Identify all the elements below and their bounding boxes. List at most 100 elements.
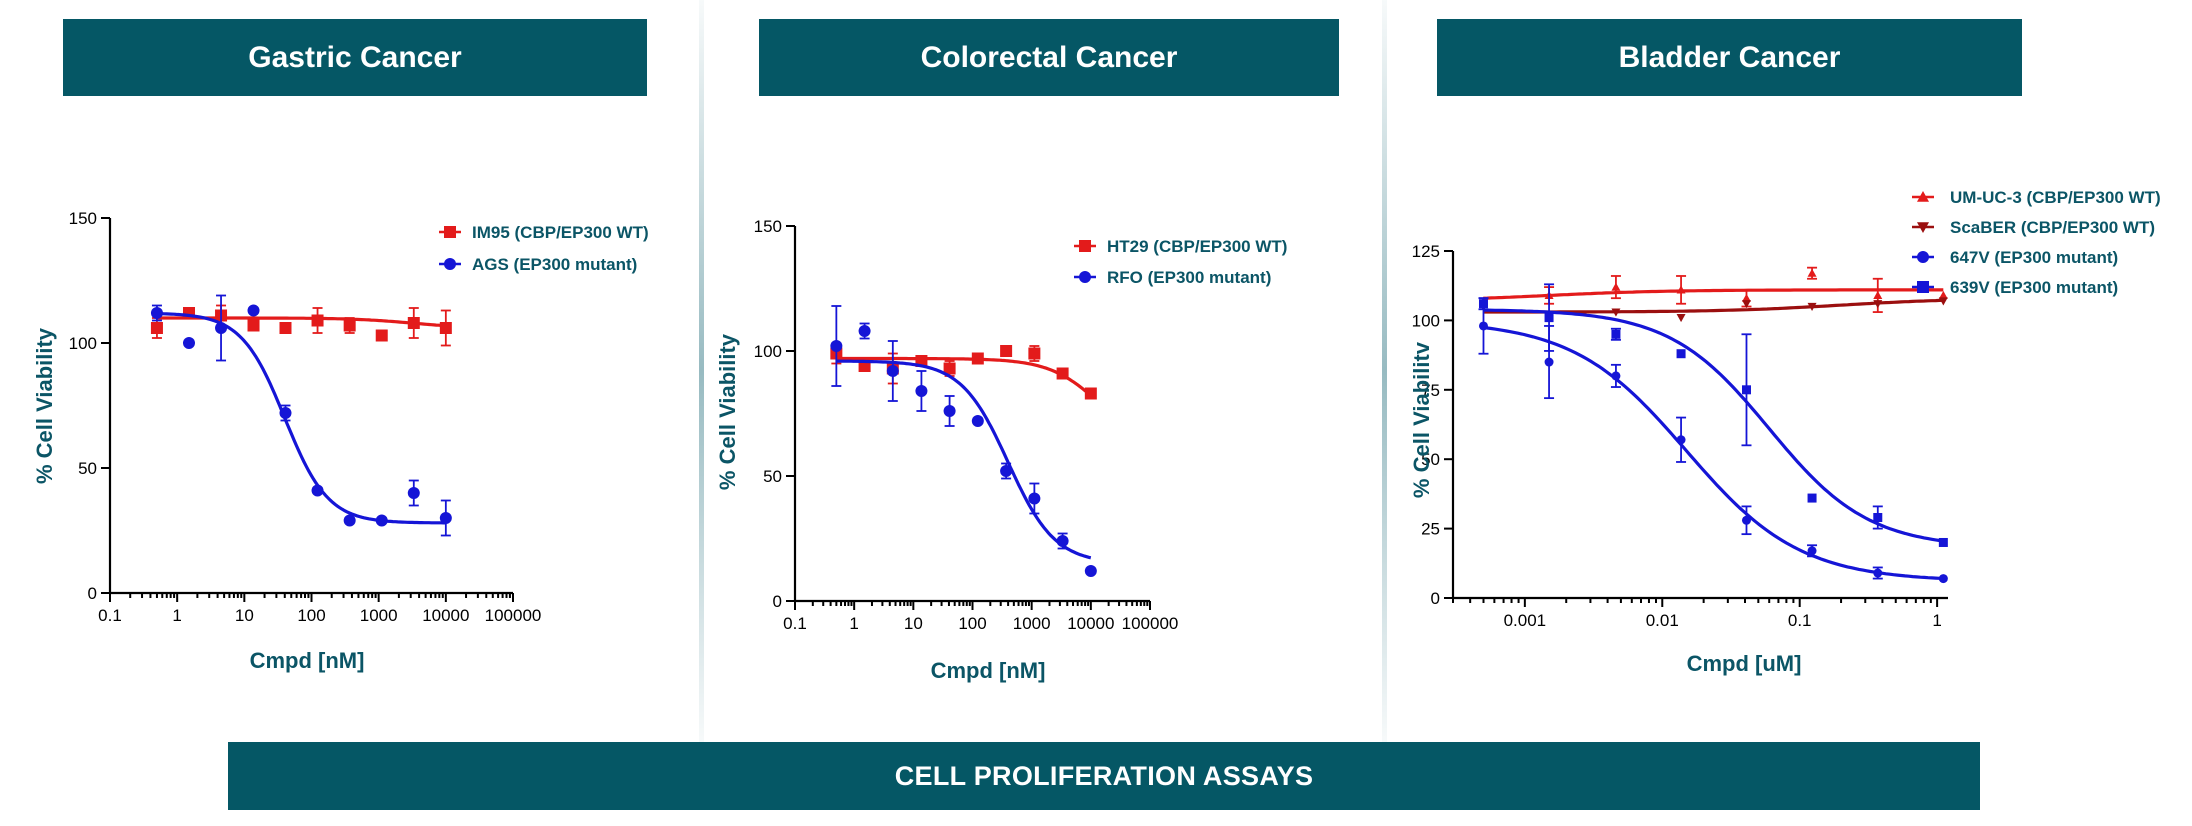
series-1: AGS (EP300 mutant) (150, 255, 637, 537)
data-point (1676, 285, 1686, 294)
data-point (150, 322, 163, 334)
data-point (375, 329, 388, 342)
data-point (343, 514, 356, 527)
series-0: UM-UC-3 (CBP/EP300 WT) (1478, 188, 2161, 313)
data-point (1056, 367, 1069, 380)
data-point (1938, 290, 1948, 300)
y-tick-label: 125 (1412, 242, 1440, 261)
data-point (1873, 568, 1883, 578)
data-point (1741, 385, 1751, 395)
data-point (1807, 546, 1817, 556)
footer-banner: CELL PROLIFERATION ASSAYS (228, 742, 1980, 810)
data-point (1741, 293, 1751, 302)
data-point (1478, 299, 1488, 309)
data-point (1807, 268, 1817, 277)
data-point (1741, 300, 1751, 309)
data-point (1676, 349, 1686, 359)
panel-divider-1 (699, 0, 704, 742)
data-point (1000, 465, 1013, 477)
data-point (182, 337, 195, 349)
x-axis-title: Cmpd [nM] (250, 648, 365, 673)
gastric-title-banner: Gastric Cancer (63, 19, 647, 96)
legend-label: AGS (EP300 mutant) (472, 255, 637, 274)
data-point (1544, 357, 1554, 367)
legend-label: 647V (EP300 mutant) (1950, 248, 2118, 267)
data-point (247, 304, 260, 317)
y-tick-label: 50 (78, 459, 97, 478)
legend-label: UM-UC-3 (CBP/EP300 WT) (1950, 188, 2161, 207)
data-point (407, 487, 420, 499)
y-tick-label: 100 (1412, 311, 1440, 330)
data-point (886, 365, 899, 377)
data-point (215, 322, 228, 334)
legend-label: ScaBER (CBP/EP300 WT) (1950, 218, 2155, 237)
data-point (343, 319, 356, 332)
data-point (150, 307, 163, 319)
fit-curve (156, 312, 446, 525)
data-point (1807, 493, 1817, 503)
x-tick-label: 100000 (485, 606, 542, 625)
x-tick-label: 0.01 (1646, 611, 1679, 630)
data-point (971, 415, 984, 427)
data-point (1084, 387, 1097, 400)
panel-divider-2 (1382, 0, 1387, 742)
series-0: IM95 (CBP/EP300 WT) (150, 223, 649, 347)
y-tick-label: 0 (88, 584, 97, 603)
legend-marker (444, 226, 456, 238)
data-point (1676, 314, 1686, 323)
y-tick-label: 75 (1421, 381, 1440, 400)
x-tick-label: 0.1 (98, 606, 122, 625)
y-tick-label: 0 (773, 592, 782, 611)
data-point (1028, 347, 1041, 360)
y-tick-label: 100 (754, 342, 782, 361)
x-tick-label: 10000 (1067, 614, 1114, 633)
y-tick-label: 25 (1421, 520, 1440, 539)
legend-marker (1917, 222, 1929, 233)
data-point (247, 319, 260, 332)
data-point (830, 340, 843, 352)
x-axis-title: Cmpd [nM] (931, 658, 1046, 683)
data-point (1741, 515, 1751, 525)
data-point (943, 405, 956, 417)
data-point (311, 314, 324, 327)
data-point (1807, 302, 1817, 312)
data-point (1028, 492, 1041, 505)
series-3: 639V (EP300 mutant) (1478, 278, 2118, 547)
legend-marker (1917, 251, 1929, 263)
legend-marker (1917, 191, 1929, 202)
y-tick-label: 150 (69, 209, 97, 228)
x-tick-label: 1 (172, 606, 181, 625)
y-axis-title: % Cell Viabilitv (1409, 341, 1434, 498)
x-tick-label: 100000 (1122, 614, 1179, 633)
y-tick-label: 0 (1431, 589, 1440, 608)
y-axis-title: % Cell Viability (32, 327, 57, 484)
x-tick-label: 0.1 (783, 614, 807, 633)
data-point (375, 514, 388, 527)
data-point (943, 362, 956, 375)
legend-label: RFO (EP300 mutant) (1107, 268, 1271, 287)
legend-label: IM95 (CBP/EP300 WT) (472, 223, 649, 242)
x-tick-label: 100 (958, 614, 986, 633)
x-tick-label: 1000 (360, 606, 398, 625)
data-point (311, 484, 324, 497)
data-point (1611, 282, 1621, 291)
legend-marker (444, 258, 456, 270)
x-tick-label: 1 (1932, 611, 1941, 630)
fit-curve (1483, 308, 1944, 543)
legend-label: 639V (EP300 mutant) (1950, 278, 2118, 297)
x-tick-label: 1000 (1013, 614, 1051, 633)
fit-curve (836, 356, 1092, 397)
fit-curve (1483, 298, 1944, 314)
data-point (1000, 345, 1013, 357)
data-point (1544, 313, 1554, 323)
data-point (279, 407, 292, 419)
data-point (1084, 565, 1097, 577)
data-point (1611, 308, 1621, 317)
x-tick-label: 1 (849, 614, 858, 633)
x-tick-label: 10 (904, 614, 923, 633)
x-tick-label: 10000 (422, 606, 469, 625)
data-point (1676, 435, 1686, 445)
x-axis-title: Cmpd [uM] (1687, 651, 1802, 676)
